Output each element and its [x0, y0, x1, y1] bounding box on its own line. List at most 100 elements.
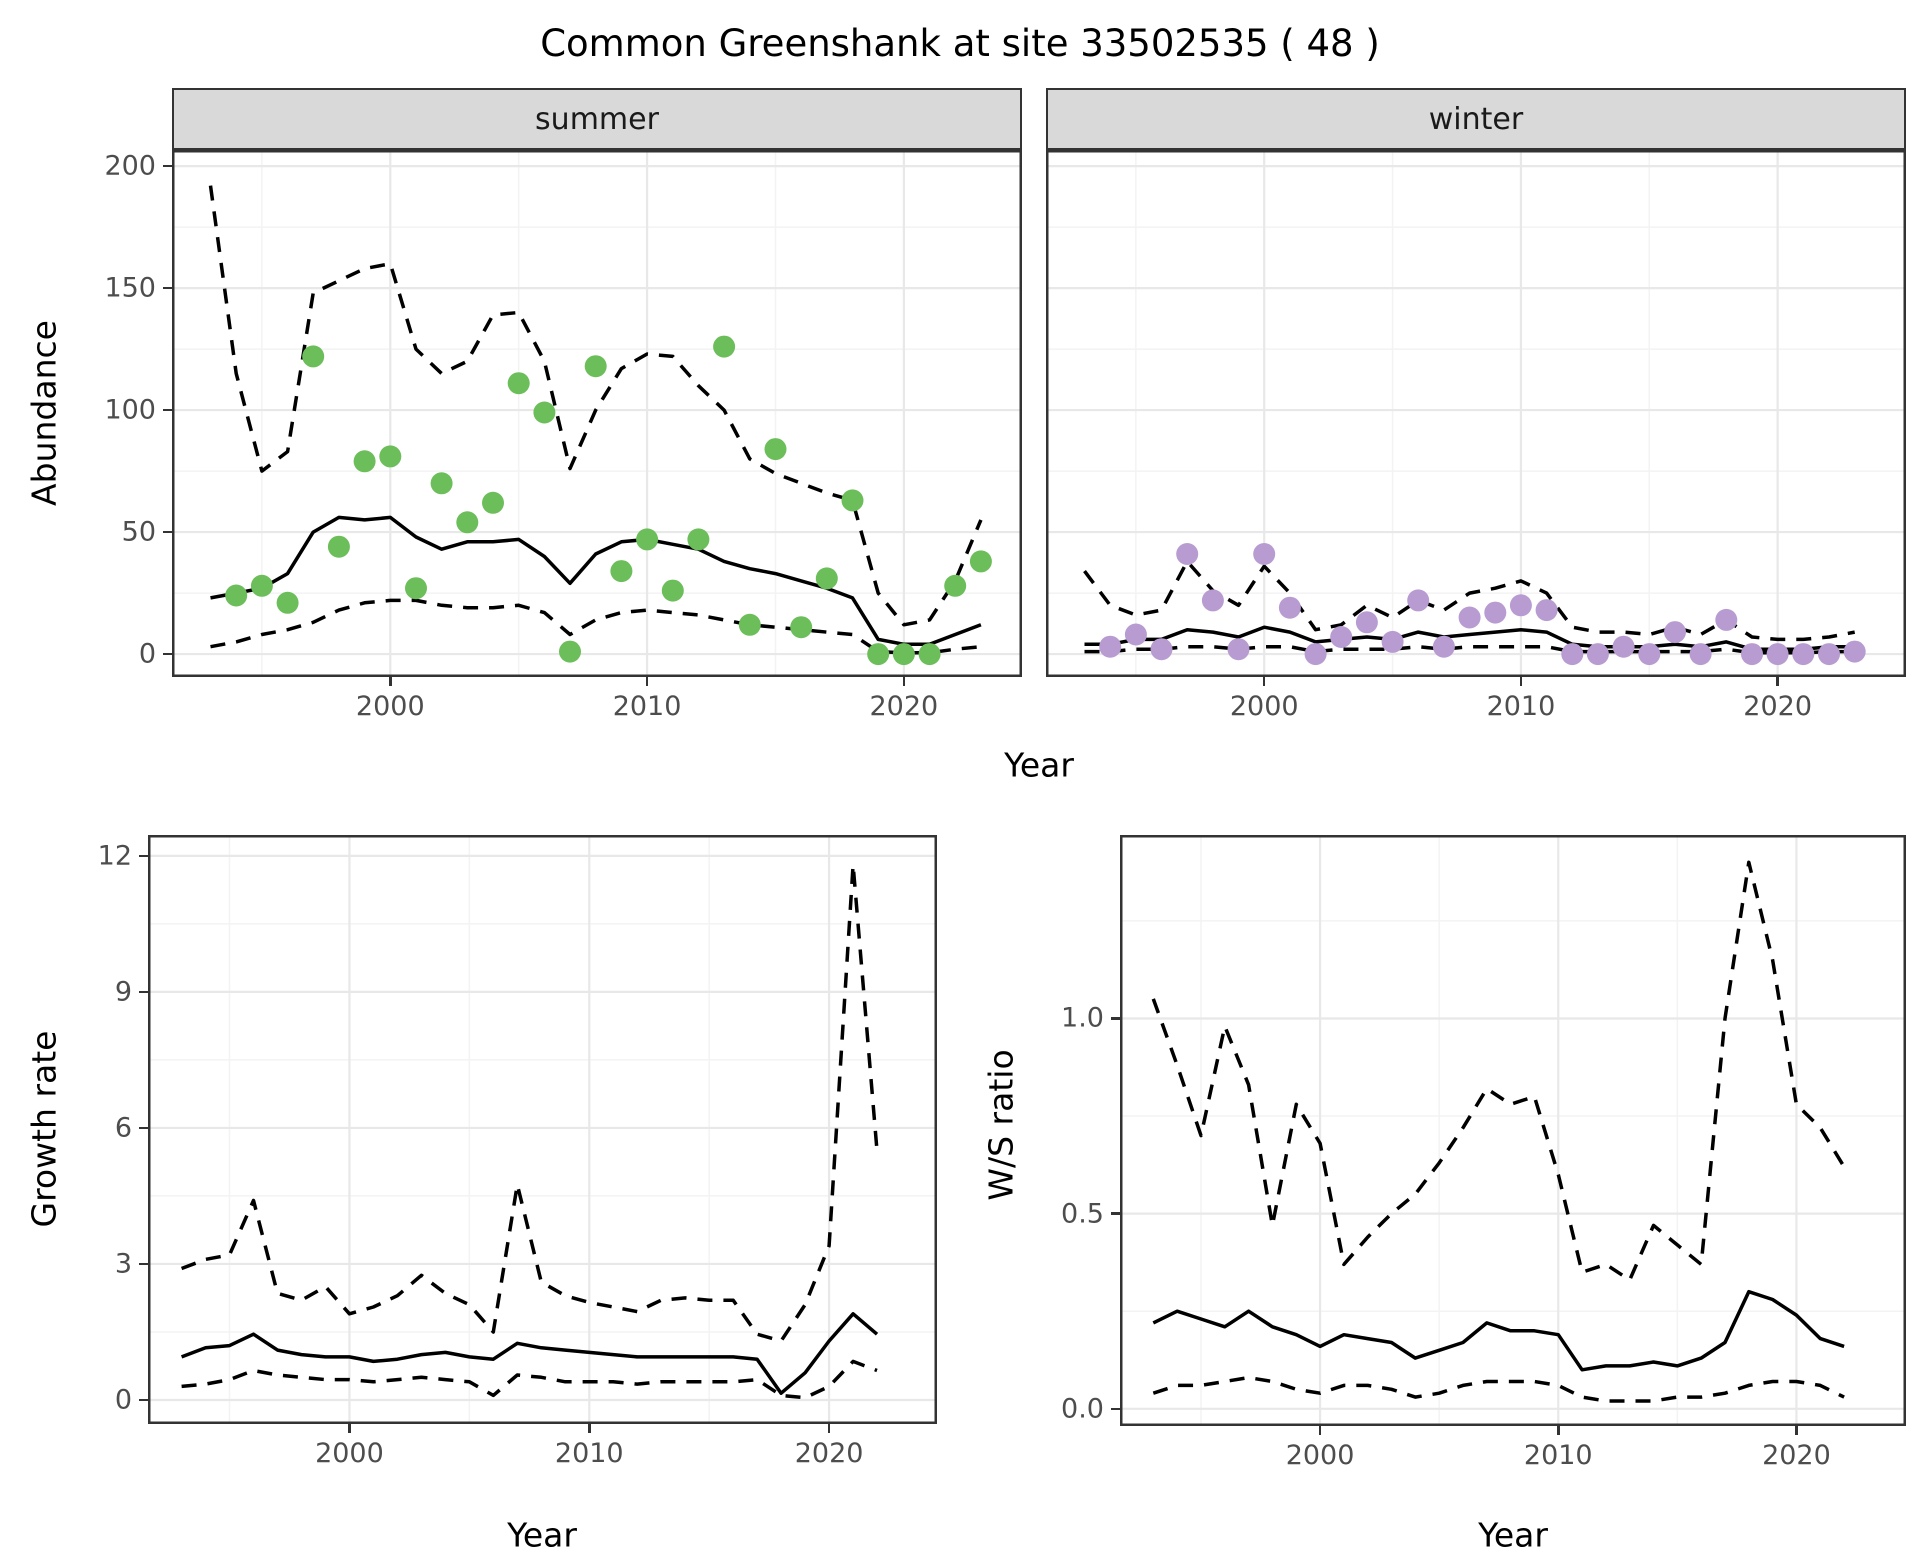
x-tick-label: 2000 [355, 691, 425, 722]
ws-ratio-lower-ci-line [1152, 1375, 1845, 1403]
abundance-summer-median-line [210, 515, 982, 647]
abundance-winter-observed-point [1330, 626, 1353, 648]
y-axis-tick [163, 164, 172, 168]
abundance-winter-observed-point [1484, 601, 1507, 624]
abundance-winter-observed-point [1843, 640, 1866, 663]
abundance-summer-observed-point [584, 355, 607, 378]
abundance-summer-observed-point [276, 591, 299, 614]
y-axis-tick [163, 652, 172, 656]
x-tick-label: 2010 [1486, 691, 1556, 722]
facet-strip-winter: winter [1046, 88, 1906, 150]
y-tick-label: 150 [104, 272, 156, 304]
abundance-winter-observed-point [1227, 638, 1250, 661]
y-axis-tick [1111, 1212, 1120, 1215]
abundance-summer-observed-point [867, 643, 890, 666]
y-axis-tick [139, 854, 148, 858]
y-axis-tick [163, 530, 172, 534]
x-tick-label: 2000 [1285, 1440, 1355, 1471]
year-axis-title-growth: Year [507, 1515, 577, 1555]
y-axis-tick [163, 408, 172, 412]
abundance-summer-observed-point [430, 472, 453, 495]
abundance-axis-title: Abundance [24, 320, 64, 506]
abundance-winter-observed-point [1176, 543, 1199, 565]
abundance-summer-observed-point [892, 643, 915, 666]
abundance-winter-observed-point [1150, 638, 1173, 661]
ws-ratio-plot [1120, 835, 1906, 1426]
x-axis-tick [827, 1424, 831, 1433]
abundance-summer-observed-point [841, 489, 864, 512]
abundance-summer-observed-point [610, 560, 633, 583]
y-tick-label: 0 [138, 638, 156, 670]
year-axis-title-top: Year [1004, 745, 1074, 785]
abundance-winter-observed-point [1099, 635, 1122, 658]
abundance-winter-observed-point [1741, 643, 1763, 666]
abundance-winter-observed-point [1432, 635, 1455, 658]
growth-rate-upper-ci-line [180, 863, 879, 1343]
y-tick-label: 100 [104, 394, 156, 426]
ws-axis-title: W/S ratio [981, 1049, 1021, 1201]
page-title: Common Greenshank at site 33502535 ( 48 … [540, 22, 1380, 65]
x-axis-tick [1795, 1426, 1798, 1435]
abundance-summer-observed-point [738, 613, 761, 636]
abundance-winter-observed-point [1278, 596, 1301, 619]
abundance-summer-observed-point [302, 345, 325, 368]
y-axis-tick [163, 286, 172, 290]
growth-rate-median-line [180, 1312, 879, 1395]
abundance-winter-plot [1046, 150, 1906, 677]
abundance-winter-observed-point [1253, 543, 1276, 565]
growth-rate-lower-ci-line [181, 1359, 878, 1400]
x-axis-tick [588, 1424, 591, 1433]
abundance-winter-observed-point [1612, 635, 1635, 658]
x-axis-tick [645, 677, 649, 686]
x-axis-tick [902, 677, 906, 686]
abundance-winter-observed-point [1124, 623, 1147, 646]
x-tick-label: 2010 [1523, 1440, 1593, 1471]
y-tick-label: 12 [97, 840, 132, 872]
growth-axis-title: Growth rate [24, 1030, 64, 1228]
abundance-summer-observed-point [456, 511, 479, 534]
abundance-winter-median-line [1084, 625, 1855, 651]
abundance-winter-observed-point [1381, 630, 1404, 653]
abundance-summer-observed-point [250, 574, 273, 597]
abundance-winter-observed-point [1458, 606, 1481, 629]
panel-background [172, 150, 1022, 677]
x-tick-label: 2020 [869, 691, 939, 722]
abundance-summer-observed-point [482, 491, 504, 514]
x-tick-label: 2000 [315, 1438, 384, 1469]
x-axis-tick [389, 677, 392, 686]
ws-ratio-upper-ci-line [1151, 860, 1846, 1282]
ws-ratio-median-line [1152, 1289, 1845, 1372]
abundance-summer-observed-point [405, 577, 427, 600]
y-tick-label: 1.0 [1061, 1002, 1104, 1034]
x-axis-tick [1519, 677, 1523, 686]
abundance-winter-observed-point [1304, 643, 1327, 666]
y-axis-tick [139, 1262, 148, 1266]
year-axis-title-ws: Year [1478, 1515, 1548, 1555]
facet-strip-summer: summer [172, 88, 1022, 150]
panel-background [1120, 835, 1906, 1426]
abundance-summer-observed-point [327, 535, 350, 558]
abundance-summer-observed-point [815, 567, 838, 590]
y-tick-label: 0.0 [1061, 1393, 1104, 1425]
abundance-summer-observed-point [918, 643, 941, 666]
abundance-winter-observed-point [1407, 589, 1430, 612]
y-tick-label: 0.5 [1061, 1198, 1104, 1230]
abundance-winter-observed-point [1535, 599, 1558, 622]
x-tick-label: 2010 [612, 691, 682, 722]
x-axis-tick [1776, 677, 1779, 686]
abundance-summer-observed-point [790, 616, 813, 639]
abundance-winter-observed-point [1201, 589, 1224, 612]
abundance-winter-observed-point [1792, 643, 1815, 666]
y-tick-label: 200 [104, 150, 156, 182]
panel-background [1046, 150, 1906, 677]
abundance-summer-observed-point [713, 335, 736, 358]
abundance-summer-observed-point [533, 401, 556, 424]
y-tick-label: 3 [114, 1248, 132, 1280]
x-tick-label: 2020 [1762, 1440, 1831, 1471]
y-tick-label: 50 [121, 516, 156, 548]
panel-border [172, 150, 1022, 677]
x-axis-tick [1557, 1426, 1560, 1435]
abundance-winter-observed-point [1355, 611, 1378, 634]
x-tick-label: 2020 [1743, 691, 1812, 722]
x-axis-tick [1318, 1426, 1322, 1435]
